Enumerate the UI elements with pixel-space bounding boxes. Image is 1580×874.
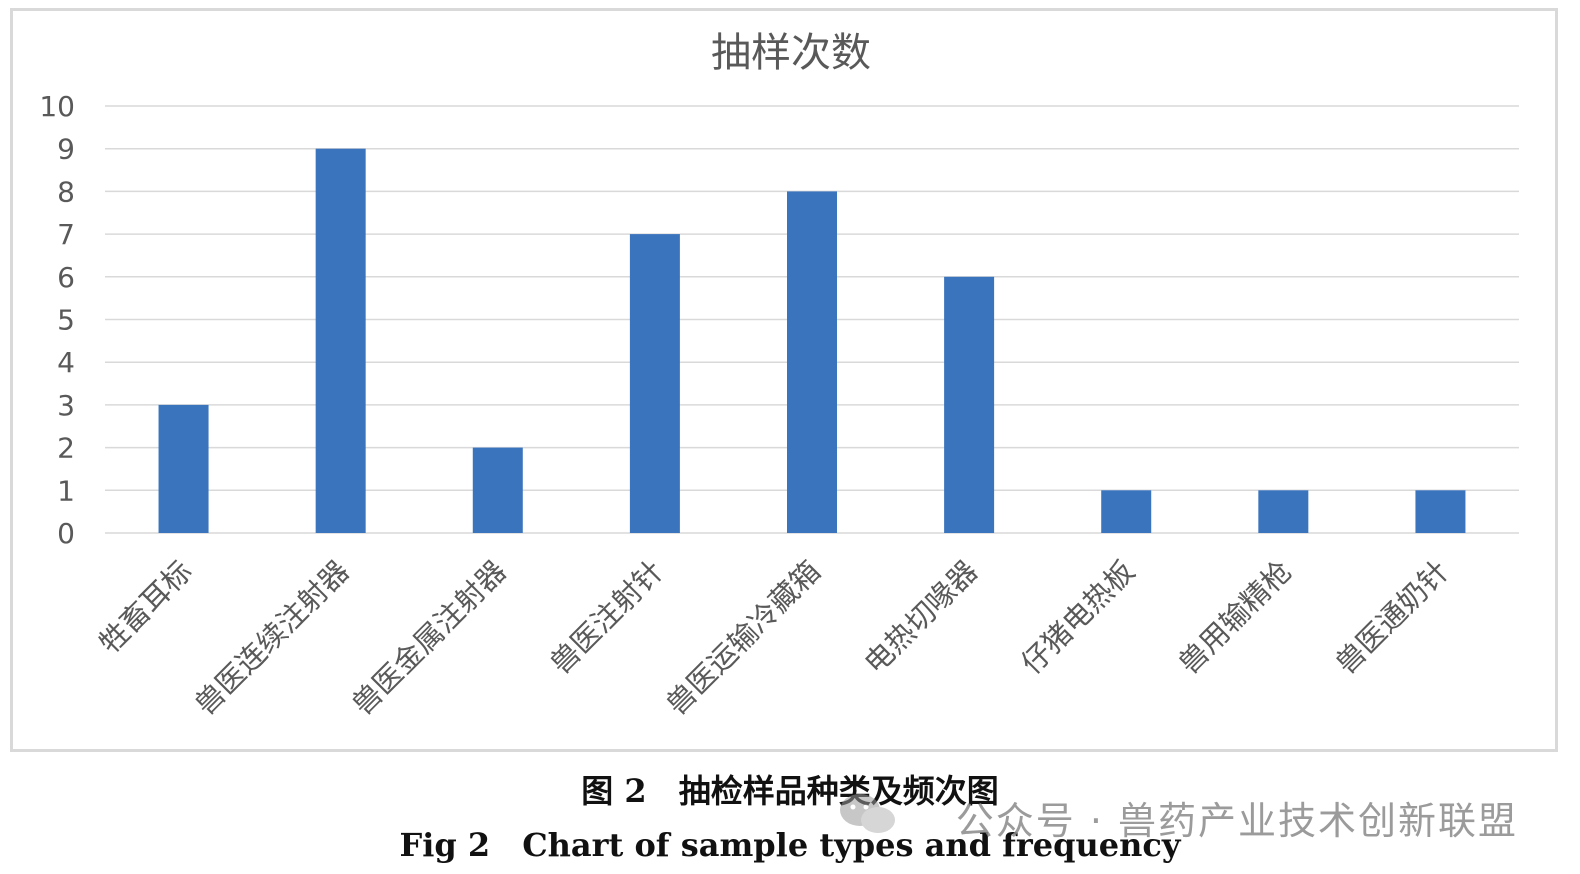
bar [944,276,995,533]
y-tick-label: 0 [57,517,75,550]
x-tick-label: 兽医金属注射器 [345,554,513,722]
chart-title: 抽样次数 [711,30,871,76]
x-tick-label: 电热切喙器 [857,554,984,681]
x-tick-label: 兽用输精枪 [1172,554,1299,681]
x-tick-label: 仔猪电热板 [1015,554,1142,681]
y-tick-label: 1 [57,474,75,507]
y-tick-label: 5 [57,304,75,337]
y-tick-label: 6 [57,261,75,294]
y-tick-label: 8 [57,175,75,208]
figure-caption-chinese: 图 2 抽检样品种类及频次图 [581,772,999,810]
y-tick-label: 3 [57,389,75,422]
y-tick-label: 10 [39,90,75,123]
y-axis-ticks: 0 1 2 3 4 5 6 7 8 9 10 [39,90,75,550]
x-tick-label: 兽医注射针 [543,554,670,681]
y-tick-label: 7 [57,218,75,251]
bars [158,148,1466,533]
x-tick-label: 兽医通奶针 [1329,554,1456,681]
y-tick-label: 9 [57,133,75,166]
bar [315,148,366,533]
bar [158,404,209,533]
y-tick-label: 4 [57,346,75,379]
x-tick-label: 牲畜耳标 [92,554,198,660]
bar [629,234,680,533]
bar [1415,490,1466,533]
bar [1258,490,1309,533]
figure-caption-english: Fig 2 Chart of sample types and frequenc… [399,826,1181,864]
watermark-text: 公众号 · 兽药产业技术创新联盟 [955,799,1518,843]
bar [1101,490,1152,533]
x-tick-label: 兽医连续注射器 [188,554,356,722]
x-tick-label: 兽医运输冷藏箱 [659,554,827,722]
y-tick-label: 2 [57,432,75,465]
chart-frame: 抽样次数 0 1 2 3 4 5 6 7 8 9 10 牲畜耳标 兽医连续注射器 兽医金属注射器 兽医注射… [10,8,1558,752]
bar [472,447,523,533]
bar [787,191,837,533]
wechat-icon [840,794,895,833]
